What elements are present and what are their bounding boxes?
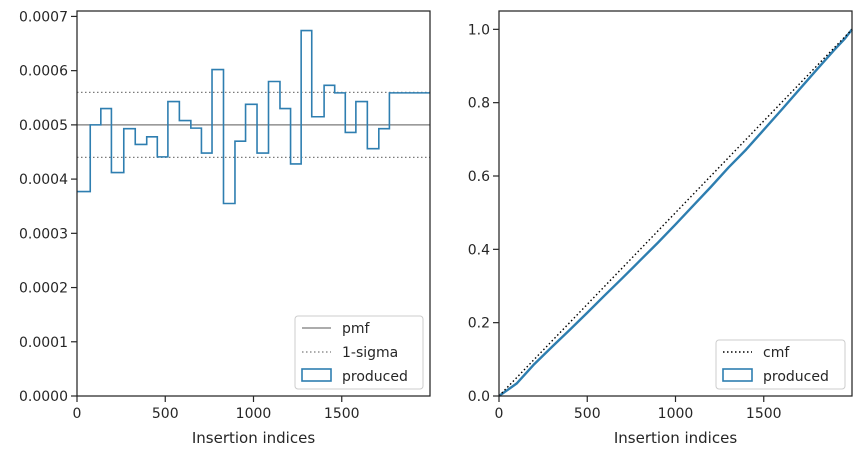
right-legend: cmf produced xyxy=(715,339,846,390)
right-axes-frame xyxy=(498,10,853,397)
legend-pmf-label: pmf xyxy=(342,321,371,337)
left-legend: pmf 1-sigma produced xyxy=(294,315,424,390)
x-tick-label: 1500 xyxy=(746,406,782,422)
legend-produced-label-right: produced xyxy=(763,369,829,385)
legend-produced-label: produced xyxy=(342,369,408,385)
legend-produced-swatch xyxy=(301,368,332,382)
y-tick-label: 0.8 xyxy=(468,96,490,112)
y-tick-label: 0.0002 xyxy=(19,281,68,297)
y-tick-label: 0.4 xyxy=(468,242,490,258)
y-tick-label: 0.0001 xyxy=(19,335,68,351)
y-tick-label: 0.0003 xyxy=(19,226,68,242)
cmf-line xyxy=(498,28,853,397)
x-tick-label: 500 xyxy=(574,406,601,422)
x-tick-label: 1000 xyxy=(236,406,272,422)
legend-produced-swatch-right xyxy=(722,368,753,382)
right-x-ticks: 0 500 1000 1500 xyxy=(495,396,782,422)
left-axes-frame xyxy=(76,10,431,397)
x-tick-label: 1500 xyxy=(324,406,360,422)
legend-cmf-label: cmf xyxy=(763,345,790,361)
y-tick-label: 0.6 xyxy=(468,169,490,185)
x-tick-label: 1000 xyxy=(658,406,694,422)
left-x-axis-label: Insertion indices xyxy=(192,429,315,447)
right-y-ticks: 0.0 0.2 0.4 0.6 0.8 1.0 xyxy=(468,22,499,405)
x-tick-label: 0 xyxy=(495,406,504,422)
y-tick-label: 0.0006 xyxy=(19,64,68,80)
left-x-ticks: 0 500 1000 1500 xyxy=(73,396,360,422)
y-tick-label: 0.0 xyxy=(468,389,490,405)
x-tick-label: 0 xyxy=(73,406,82,422)
y-tick-label: 0.0000 xyxy=(19,389,68,405)
y-tick-label: 1.0 xyxy=(468,22,490,38)
y-tick-label: 0.0005 xyxy=(19,118,68,134)
left-chart-panel: 0.0000 0.0001 0.0002 0.0003 0.0004 0.0005 0.00… xyxy=(19,9,431,447)
y-tick-label: 0.2 xyxy=(468,316,490,332)
right-chart-panel: 0.0 0.2 0.4 0.6 0.8 1.0 0 500 1000 1500 Insertio… xyxy=(468,10,853,447)
y-tick-label: 0.0004 xyxy=(19,172,68,188)
x-tick-label: 500 xyxy=(152,406,179,422)
left-y-ticks: 0.0000 0.0001 0.0002 0.0003 0.0004 0.0005 0.00… xyxy=(19,9,77,405)
produced-cumulative-series xyxy=(498,28,853,397)
y-tick-label: 0.0007 xyxy=(19,9,68,25)
produced-step-series xyxy=(77,29,430,205)
right-x-axis-label: Insertion indices xyxy=(614,429,737,447)
legend-sigma-label: 1-sigma xyxy=(342,345,398,361)
left-legend-box xyxy=(294,315,424,390)
